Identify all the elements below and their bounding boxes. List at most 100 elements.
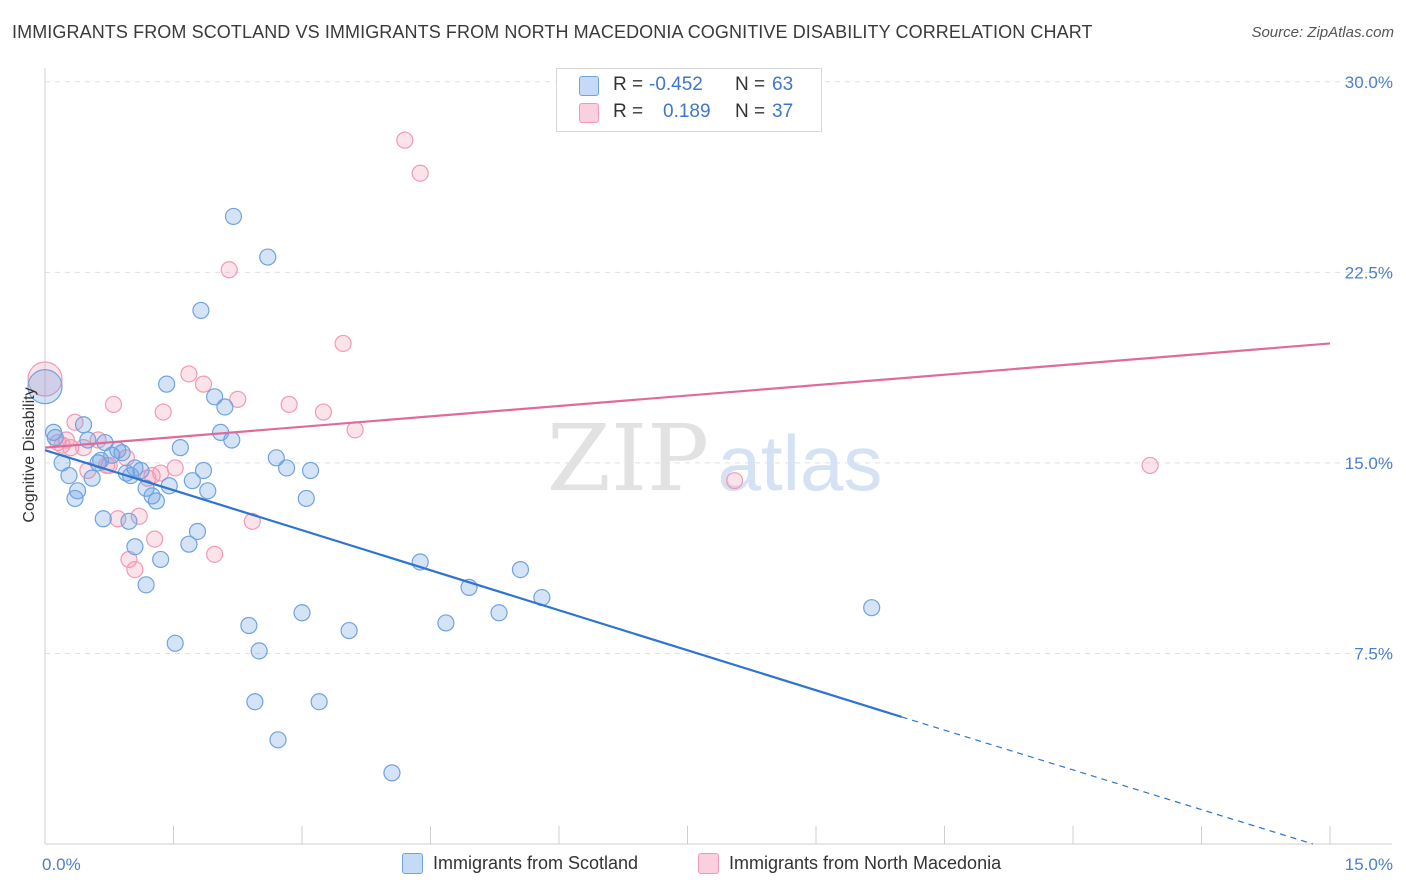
scotland-point [199,482,217,500]
tick-labels: 7.5% 15.0% 22.5% 30.0% 0.0% 15.0% [42,73,1393,874]
legend-r-value: 0.189 [663,101,711,122]
trend-line-scotland [44,449,902,719]
macedonia-point [220,261,238,279]
scotland-point [60,466,78,485]
scotland-point [301,461,320,480]
macedonia-point [146,530,164,548]
macedonia-point [280,395,298,414]
macedonia-point [126,560,144,579]
scotland-point [223,431,241,449]
macedonia-point [27,361,63,397]
correlation-legend: R = -0.452 N = 63 R = 0.189 N = 37 [556,68,822,132]
scotland-point [293,604,311,622]
macedonia-point [314,403,333,421]
scotland-point [310,693,328,711]
scotland-point [27,369,63,405]
legend-r-value: -0.452 [649,74,703,95]
legend-swatch-macedonia [698,853,719,874]
legend-label-macedonia: Immigrants from North Macedonia [729,853,1002,873]
x-tick-label: 0.0% [42,855,81,874]
scotland-point [120,512,138,530]
scotland-point [152,550,170,569]
scotland-point [171,439,189,457]
scotland-point [46,428,64,447]
legend-swatch-macedonia [579,103,599,123]
y-tick-label: 7.5% [1354,644,1393,663]
legend-n-value: 63 [772,74,794,95]
scotland-point [216,398,234,416]
legend-swatch-scotland [402,853,423,874]
scotland-point [863,599,881,617]
legend-r-label: R = [613,101,644,122]
macedonia-point [166,459,184,477]
watermark-atlas: atlas [718,419,883,507]
y-tick-label: 30.0% [1345,73,1393,92]
scotland-point [240,616,258,635]
legend-n-label: N = [735,74,766,95]
scotland-point [511,560,530,579]
legend-n-value: 37 [772,101,794,122]
trend-line-scotland-extension [901,716,1314,845]
scotland-point [194,461,213,480]
trend-line-macedonia [44,342,1331,449]
scotland-point [166,634,184,652]
scotland-point [126,538,144,556]
scotland-point [206,388,224,406]
macedonia-point [104,395,123,414]
scotland-point [297,489,315,508]
legend-swatch-scotland [579,76,599,96]
scotland-point [383,764,401,782]
trend-lines [44,342,1331,845]
macedonia-point [229,390,247,408]
macedonia-point [346,421,364,439]
scotland-point [122,466,140,485]
y-axis-label: Cognitive Disability [21,387,38,522]
scotland-point [224,207,243,226]
scotland-point [74,416,93,434]
x-tick-label: 15.0% [1345,855,1393,874]
scotland-point [158,375,176,393]
legend-n-label: N = [735,101,766,122]
macedonia-point [1141,456,1159,475]
scotland-point [147,492,165,510]
grid-lines [45,81,1392,654]
scotland-point [192,301,210,320]
series-scotland-points [27,207,881,782]
source-label: Source: ZipAtlas.com [1251,24,1394,41]
scotland-point [437,614,455,632]
chart-title: IMMIGRANTS FROM SCOTLAND VS IMMIGRANTS F… [12,22,1093,42]
scotland-point [83,469,101,487]
scotland-point [490,604,508,622]
scotland-point [94,510,112,528]
macedonia-point [109,510,127,528]
scotland-point [267,449,285,467]
scotland-point [183,472,201,490]
macedonia-point [243,512,261,530]
scotland-point [109,441,127,459]
macedonia-point [154,403,172,421]
scotland-point [246,693,264,711]
scotland-point [277,459,296,477]
scotland-point [259,248,277,266]
scotland-point [137,576,155,594]
scotland-point [132,461,150,480]
scotland-point [68,482,87,500]
scotland-point [180,535,198,553]
legend-r-label: R = [613,74,644,95]
legend-label-scotland: Immigrants from Scotland [433,853,639,873]
scotland-point [250,642,268,660]
macedonia-point [334,334,352,353]
y-tick-label: 15.0% [1345,454,1393,473]
macedonia-point [411,164,429,182]
scotland-point [188,522,207,541]
scotland-point [340,621,358,640]
axes [44,68,1392,845]
watermark: ZIP atlas [547,405,882,512]
macedonia-point [194,375,213,393]
macedonia-point [206,545,224,563]
macedonia-point [180,365,198,383]
watermark-zip: ZIP [547,405,709,512]
macedonia-point [726,472,744,490]
y-tick-label: 22.5% [1345,263,1393,282]
